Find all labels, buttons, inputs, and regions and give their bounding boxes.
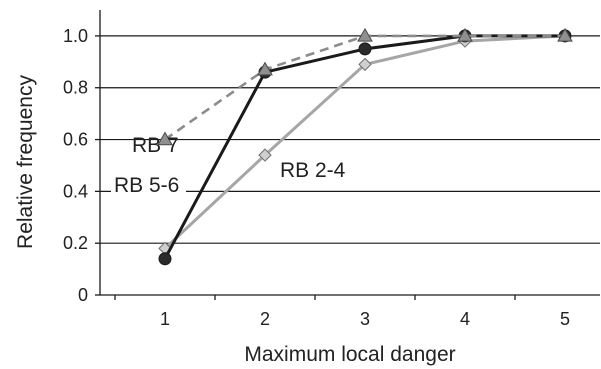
data-point	[457, 27, 473, 42]
axes	[95, 10, 600, 300]
data-point	[157, 131, 173, 146]
series-label-background	[111, 172, 186, 197]
series-label-rb-7: RB 7	[132, 134, 179, 157]
x-tick-label: 5	[560, 309, 570, 329]
y-tick-label: 0	[78, 285, 88, 305]
y-tick-label: 0.8	[63, 78, 88, 98]
series-label-rb-2-4: RB 2-4	[280, 159, 346, 182]
y-tick-label: 1.0	[63, 26, 88, 46]
series-rb-7	[157, 27, 573, 146]
data-point	[258, 148, 272, 162]
x-tick-label: 4	[460, 309, 470, 329]
series-label-rb-5-6: RB 5-6	[114, 174, 179, 197]
data-point	[358, 57, 372, 72]
x-tick-label: 3	[360, 309, 370, 329]
x-tick-label: 1	[160, 309, 170, 329]
data-point	[358, 42, 372, 56]
x-axis-title: Maximum local danger	[244, 343, 455, 366]
y-tick-label: 0.2	[63, 233, 88, 253]
x-tick-label: 2	[260, 309, 270, 329]
data-point	[257, 61, 273, 76]
series-rb-2-4	[158, 29, 572, 256]
data-point	[557, 27, 573, 42]
series-label-background	[277, 157, 352, 182]
y-axis-title: Relative frequency	[14, 75, 37, 249]
data-point	[357, 27, 373, 42]
y-tick-label: 0.4	[63, 181, 88, 201]
labels-layer: 0 0.2 0.4 0.6 0.8 1.0 1 2 3 4 5 RB 2-4 RB 5-6 RB 7	[63, 26, 570, 329]
data-point	[158, 252, 172, 266]
series-layer	[157, 27, 573, 266]
y-tick-label: 0.6	[63, 130, 88, 150]
